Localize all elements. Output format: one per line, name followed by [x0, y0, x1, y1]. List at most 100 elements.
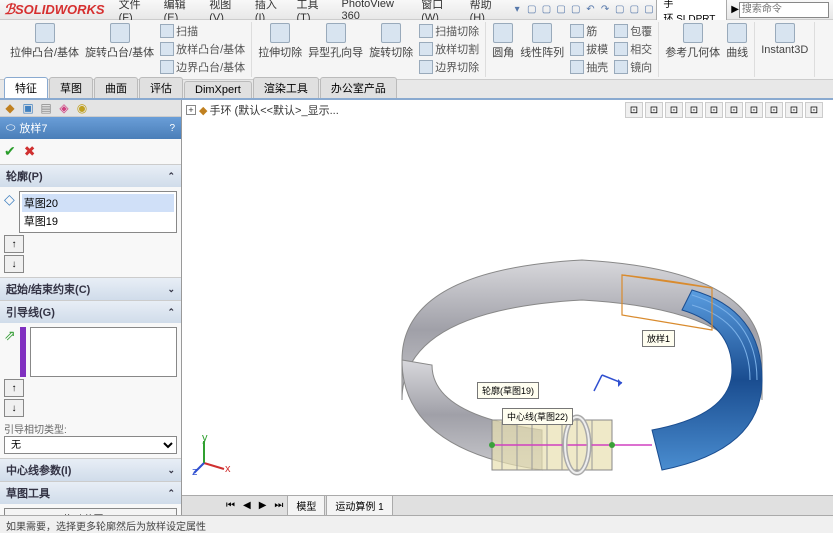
- zoom-area-icon[interactable]: ⊡: [645, 102, 663, 118]
- display-style-icon[interactable]: ⊡: [725, 102, 743, 118]
- tab-evaluate[interactable]: 评估: [139, 77, 183, 98]
- draft-button[interactable]: 拔模: [567, 40, 611, 58]
- print-icon[interactable]: ▢: [568, 2, 583, 18]
- svg-text:x: x: [225, 463, 231, 475]
- guide-down-button[interactable]: ↓: [4, 399, 24, 417]
- model-render: [342, 180, 822, 500]
- prev-view-icon[interactable]: ⊡: [665, 102, 683, 118]
- sweep-cut-button[interactable]: 扫描切除: [416, 22, 482, 40]
- dimxpert-tree-icon[interactable]: ◈: [56, 100, 72, 116]
- new-icon[interactable]: ▢: [524, 2, 539, 18]
- save-icon[interactable]: ▢: [554, 2, 569, 18]
- open-icon[interactable]: ▢: [539, 2, 554, 18]
- tab-nav-last[interactable]: ⏭: [270, 498, 287, 513]
- drag-sketch-button[interactable]: 拖动草图(D): [4, 508, 177, 515]
- 3d-viewport[interactable]: + ◆ 手环 (默认<<默认>_显示... ⊡ ⊡ ⊡ ⊡ ⊡ ⊡ ⊡ ⊡ ⊡ …: [182, 100, 833, 515]
- tab-surface[interactable]: 曲面: [94, 77, 138, 98]
- view-orient-icon[interactable]: ⊡: [705, 102, 723, 118]
- curves-button[interactable]: 曲线: [723, 22, 751, 61]
- display-icon[interactable]: ◉: [74, 100, 90, 116]
- tab-features[interactable]: 特征: [4, 77, 48, 98]
- profile-list[interactable]: 草图20 草图19: [19, 191, 177, 233]
- tab-nav-prev[interactable]: ◀: [239, 498, 255, 513]
- hole-wizard-button[interactable]: 异型孔向导: [305, 22, 366, 76]
- options-icon[interactable]: ▢: [642, 2, 657, 18]
- callout-profile[interactable]: 轮廓(草图19): [477, 382, 539, 399]
- model-tab[interactable]: 模型: [287, 495, 325, 515]
- dropdown-icon[interactable]: ▾: [510, 2, 525, 18]
- select-icon[interactable]: ▢: [612, 2, 627, 18]
- motion-tabs: ⏮ ◀ ▶ ⏭ 模型 运动算例 1: [182, 495, 833, 515]
- motion-study-tab[interactable]: 运动算例 1: [326, 495, 392, 515]
- ref-geometry-button[interactable]: 参考几何体: [662, 22, 723, 61]
- redo-icon[interactable]: ↷: [598, 2, 613, 18]
- view-settings-icon[interactable]: ⊡: [805, 102, 823, 118]
- guide-list[interactable]: [30, 327, 177, 377]
- move-down-button[interactable]: ↓: [4, 255, 24, 273]
- shell-button[interactable]: 抽壳: [567, 58, 611, 76]
- extrude-boss-button[interactable]: 拉伸凸台/基体: [7, 22, 82, 76]
- search-input[interactable]: [739, 2, 829, 18]
- extrude-cut-button[interactable]: 拉伸切除: [255, 22, 305, 76]
- undo-icon[interactable]: ↶: [583, 2, 598, 18]
- manager-tabs: ◆ ▣ ▤ ◈ ◉: [0, 100, 181, 117]
- tangent-label: 引导相切类型:: [4, 421, 177, 436]
- instant3d-button[interactable]: Instant3D: [758, 22, 811, 57]
- profile-item[interactable]: 草图19: [22, 212, 174, 230]
- intersect-button[interactable]: 相交: [611, 40, 655, 58]
- boundary-button[interactable]: 边界凸台/基体: [157, 58, 248, 76]
- move-up-button[interactable]: ↑: [4, 235, 24, 253]
- config-icon[interactable]: ▤: [38, 100, 54, 116]
- feature-title: 放样7: [19, 120, 47, 136]
- tab-nav-first[interactable]: ⏮: [222, 498, 239, 513]
- expand-icon[interactable]: +: [186, 105, 196, 115]
- cancel-button[interactable]: ✖: [24, 143, 36, 160]
- tab-dimxpert[interactable]: DimXpert: [184, 81, 252, 98]
- fillet-button[interactable]: 圆角: [489, 22, 517, 76]
- guide-panel-head[interactable]: 引导线(G)⌃: [0, 301, 181, 323]
- zoom-fit-icon[interactable]: ⊡: [625, 102, 643, 118]
- callout-loft1[interactable]: 放样1: [642, 330, 675, 347]
- loft-cut-button[interactable]: 放样切割: [416, 40, 482, 58]
- status-bar: 如果需要，选择更多轮廓然后为放样设定属性: [0, 515, 833, 533]
- profile-panel-head[interactable]: 轮廓(P)⌃: [0, 165, 181, 187]
- callout-centerline[interactable]: 中心线(草图22): [502, 408, 573, 425]
- revolve-boss-button[interactable]: 旋转凸台/基体: [82, 22, 157, 76]
- property-icon[interactable]: ▣: [20, 100, 36, 116]
- constraint-panel-head[interactable]: 起始/结束约束(C)⌄: [0, 278, 181, 300]
- linear-pattern-button[interactable]: 线性阵列: [517, 22, 567, 76]
- tab-office[interactable]: 办公室产品: [320, 77, 397, 98]
- rebuild-icon[interactable]: ▢: [627, 2, 642, 18]
- mirror-button[interactable]: 镜向: [611, 58, 655, 76]
- ok-button[interactable]: ✔: [4, 143, 16, 160]
- orientation-triad[interactable]: x y z: [192, 435, 232, 475]
- sketch-tools-panel-head[interactable]: 草图工具⌃: [0, 482, 181, 504]
- tab-nav-next[interactable]: ▶: [255, 498, 271, 513]
- tab-render[interactable]: 渲染工具: [253, 77, 319, 98]
- sweep-button[interactable]: 扫描: [157, 22, 248, 40]
- play-icon[interactable]: ▶: [731, 4, 739, 15]
- guide-up-button[interactable]: ↑: [4, 379, 24, 397]
- loft-button[interactable]: 放样凸台/基体: [157, 40, 248, 58]
- section-icon[interactable]: ⊡: [685, 102, 703, 118]
- scene-icon[interactable]: ⊡: [785, 102, 803, 118]
- flyout-tree[interactable]: + ◆ 手环 (默认<<默认>_显示...: [186, 102, 339, 118]
- feature-title-bar: ⬭ 放样7 ?: [0, 117, 181, 139]
- revolve-cut-button[interactable]: 旋转切除: [366, 22, 416, 76]
- appearance-icon[interactable]: ⊡: [765, 102, 783, 118]
- loft-icon: ⬭: [6, 122, 15, 135]
- hide-show-icon[interactable]: ⊡: [745, 102, 763, 118]
- view-toolbar: ⊡ ⊡ ⊡ ⊡ ⊡ ⊡ ⊡ ⊡ ⊡ ⊡: [625, 102, 823, 118]
- help-icon[interactable]: ?: [169, 123, 175, 134]
- rib-button[interactable]: 筋: [567, 22, 611, 40]
- boundary-cut-button[interactable]: 边界切除: [416, 58, 482, 76]
- svg-text:y: y: [202, 435, 208, 444]
- menu-bar: SOLIDWORKS 文件(F) 编辑(E) 视图(V) 插入(I) 工具(T)…: [0, 0, 833, 20]
- centerline-panel-head[interactable]: 中心线参数(I)⌄: [0, 459, 181, 481]
- tangent-dropdown[interactable]: 无: [4, 436, 177, 454]
- feature-tree-icon[interactable]: ◆: [2, 100, 18, 116]
- profile-item[interactable]: 草图20: [22, 194, 174, 212]
- tab-sketch[interactable]: 草图: [49, 77, 93, 98]
- svg-text:z: z: [192, 466, 198, 475]
- wrap-button[interactable]: 包覆: [611, 22, 655, 40]
